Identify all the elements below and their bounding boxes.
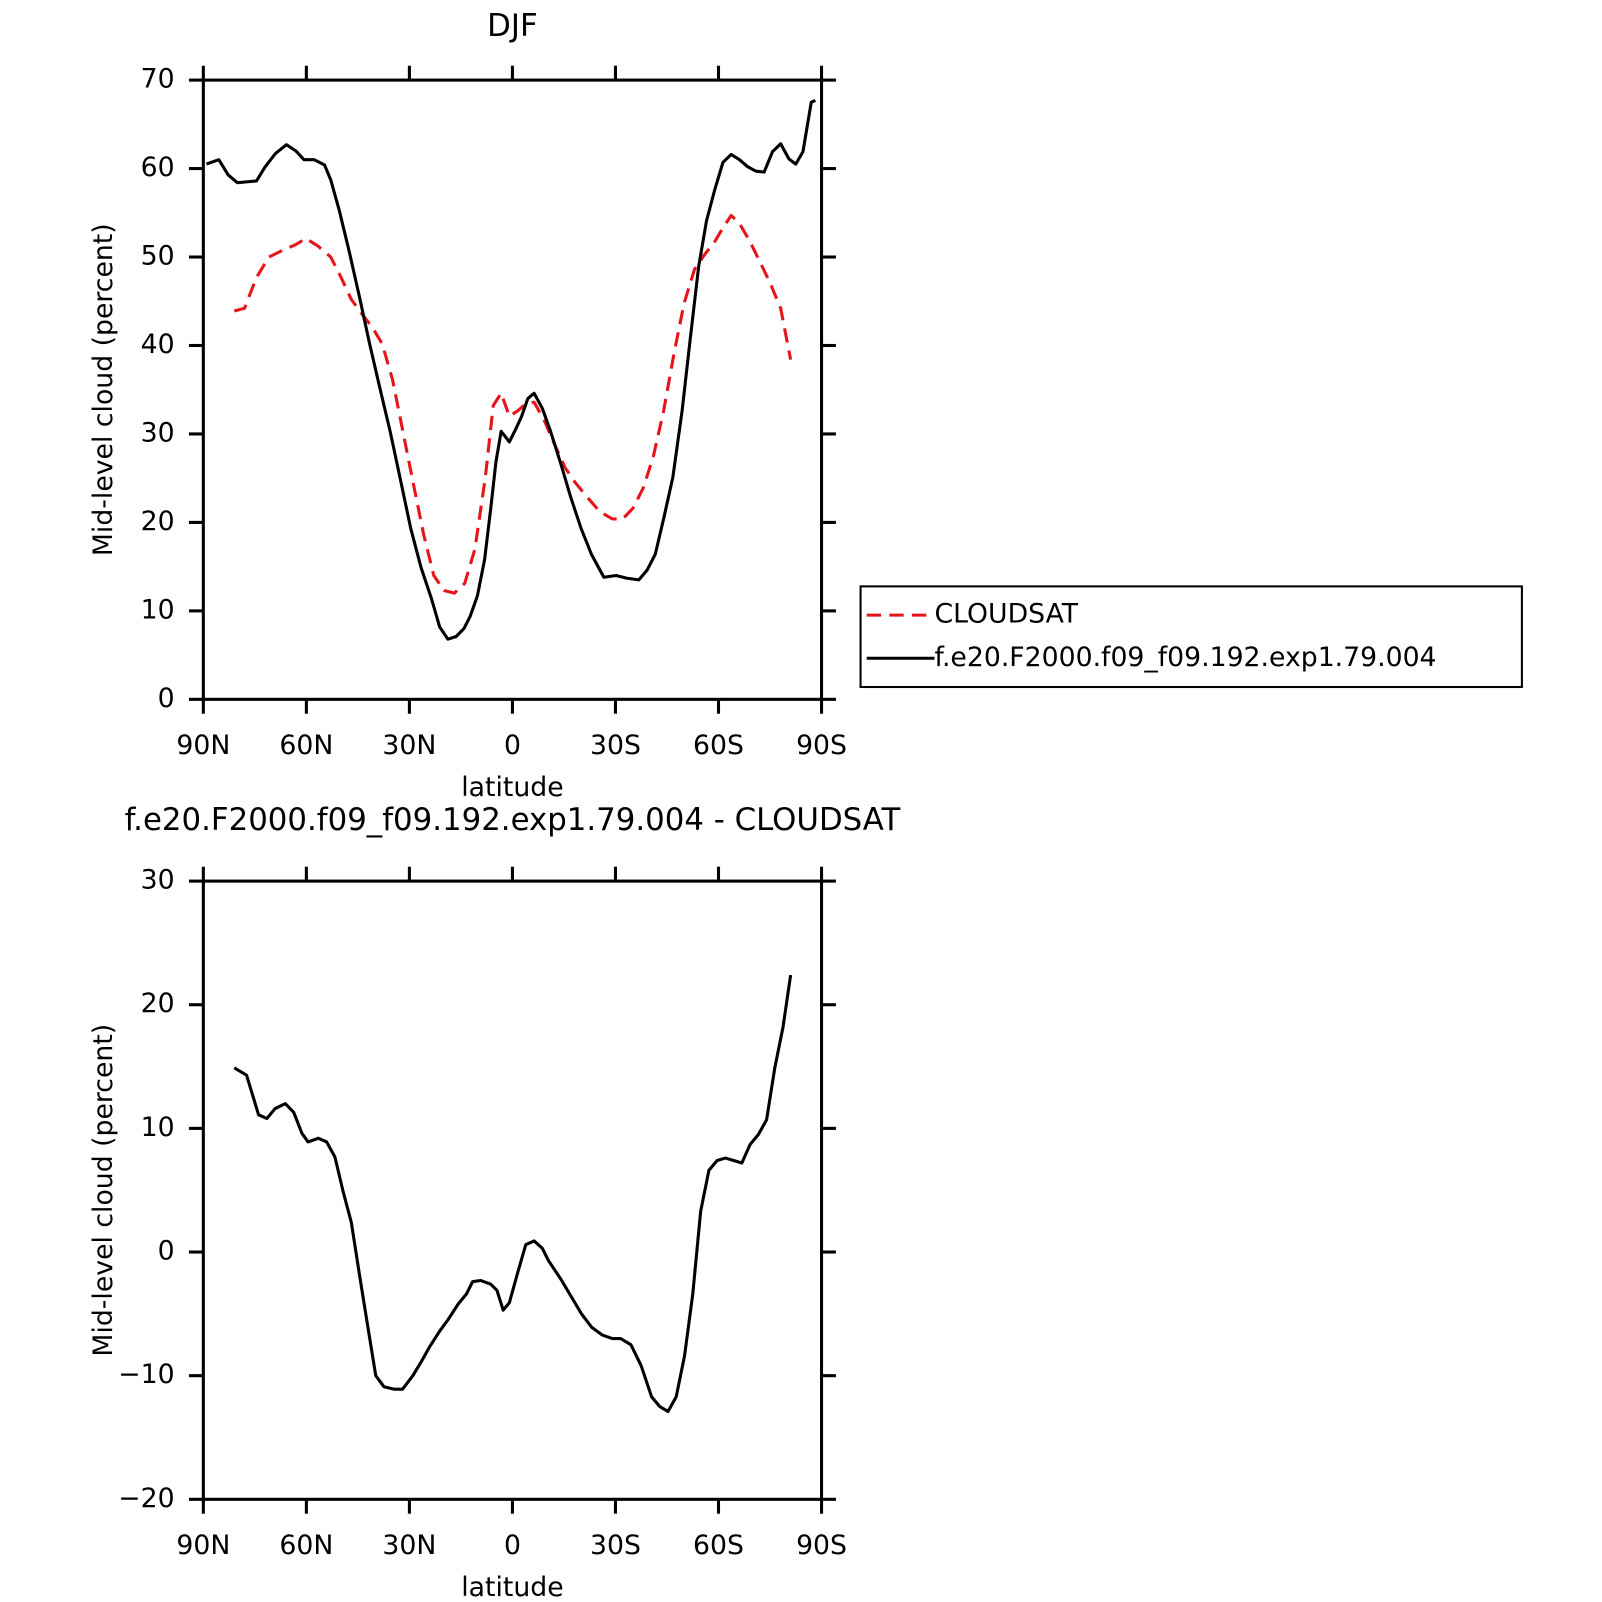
y-tick-label: 0 bbox=[158, 1236, 175, 1267]
chart-title: f.e20.F2000.f09_f09.192.exp1.79.004 - CL… bbox=[125, 802, 901, 838]
chart-title: DJF bbox=[487, 8, 538, 44]
y-tick-label: 40 bbox=[141, 329, 175, 360]
x-tick-label: 30S bbox=[590, 1530, 641, 1561]
x-axis-label: latitude bbox=[461, 772, 563, 803]
x-tick-label: 90N bbox=[176, 730, 230, 761]
legend-box bbox=[859, 585, 1523, 689]
plot-frame bbox=[201, 78, 824, 701]
y-tick-label: 30 bbox=[141, 417, 175, 448]
y-tick-label: 50 bbox=[141, 241, 175, 272]
x-tick-label: 90N bbox=[176, 1530, 230, 1561]
panel: f.e20.F2000.f09_f09.192.exp1.79.004 - CL… bbox=[88, 802, 900, 1602]
data-line bbox=[233, 974, 793, 1414]
x-tick-label: 60S bbox=[693, 730, 744, 761]
y-tick-label: 0 bbox=[158, 683, 175, 714]
y-tick-label: −20 bbox=[118, 1483, 174, 1514]
x-tick-label: 30S bbox=[590, 730, 641, 761]
x-tick-label: 60N bbox=[279, 730, 333, 761]
x-tick-label: 30N bbox=[382, 730, 436, 761]
x-tick-label: 0 bbox=[504, 1530, 521, 1561]
x-tick-label: 60N bbox=[279, 1530, 333, 1561]
y-tick-label: 30 bbox=[141, 865, 175, 896]
x-tick-label: 30N bbox=[382, 1530, 436, 1561]
x-tick-label: 0 bbox=[504, 730, 521, 761]
data-line bbox=[205, 99, 816, 641]
data-line bbox=[233, 213, 793, 595]
x-tick-label: 60S bbox=[693, 1530, 744, 1561]
x-axis-label: latitude bbox=[461, 1572, 563, 1602]
y-tick-label: 10 bbox=[141, 594, 175, 625]
x-tick-label: 90S bbox=[796, 730, 847, 761]
y-tick-label: 60 bbox=[141, 152, 175, 183]
y-tick-label: 20 bbox=[141, 506, 175, 537]
y-tick-label: 10 bbox=[141, 1112, 175, 1143]
y-axis-label: Mid-level cloud (percent) bbox=[88, 1024, 119, 1357]
y-tick-label: 70 bbox=[141, 64, 175, 95]
panel: DJF latitude Mid-level cloud (percent) 90N 6… bbox=[88, 8, 1523, 803]
plot-frame bbox=[201, 879, 824, 1501]
y-tick-label: 20 bbox=[141, 988, 175, 1019]
y-axis-label: Mid-level cloud (percent) bbox=[88, 223, 119, 556]
legend-label: f.e20.F2000.f09_f09.192.exp1.79.004 bbox=[935, 642, 1437, 673]
legend: CLOUDSAT f.e20.F2000.f09_f09.192.exp1.79.… bbox=[859, 585, 1523, 689]
x-tick-label: 90S bbox=[796, 1530, 847, 1561]
legend-label: CLOUDSAT bbox=[935, 599, 1079, 630]
y-tick-label: −10 bbox=[118, 1359, 174, 1390]
